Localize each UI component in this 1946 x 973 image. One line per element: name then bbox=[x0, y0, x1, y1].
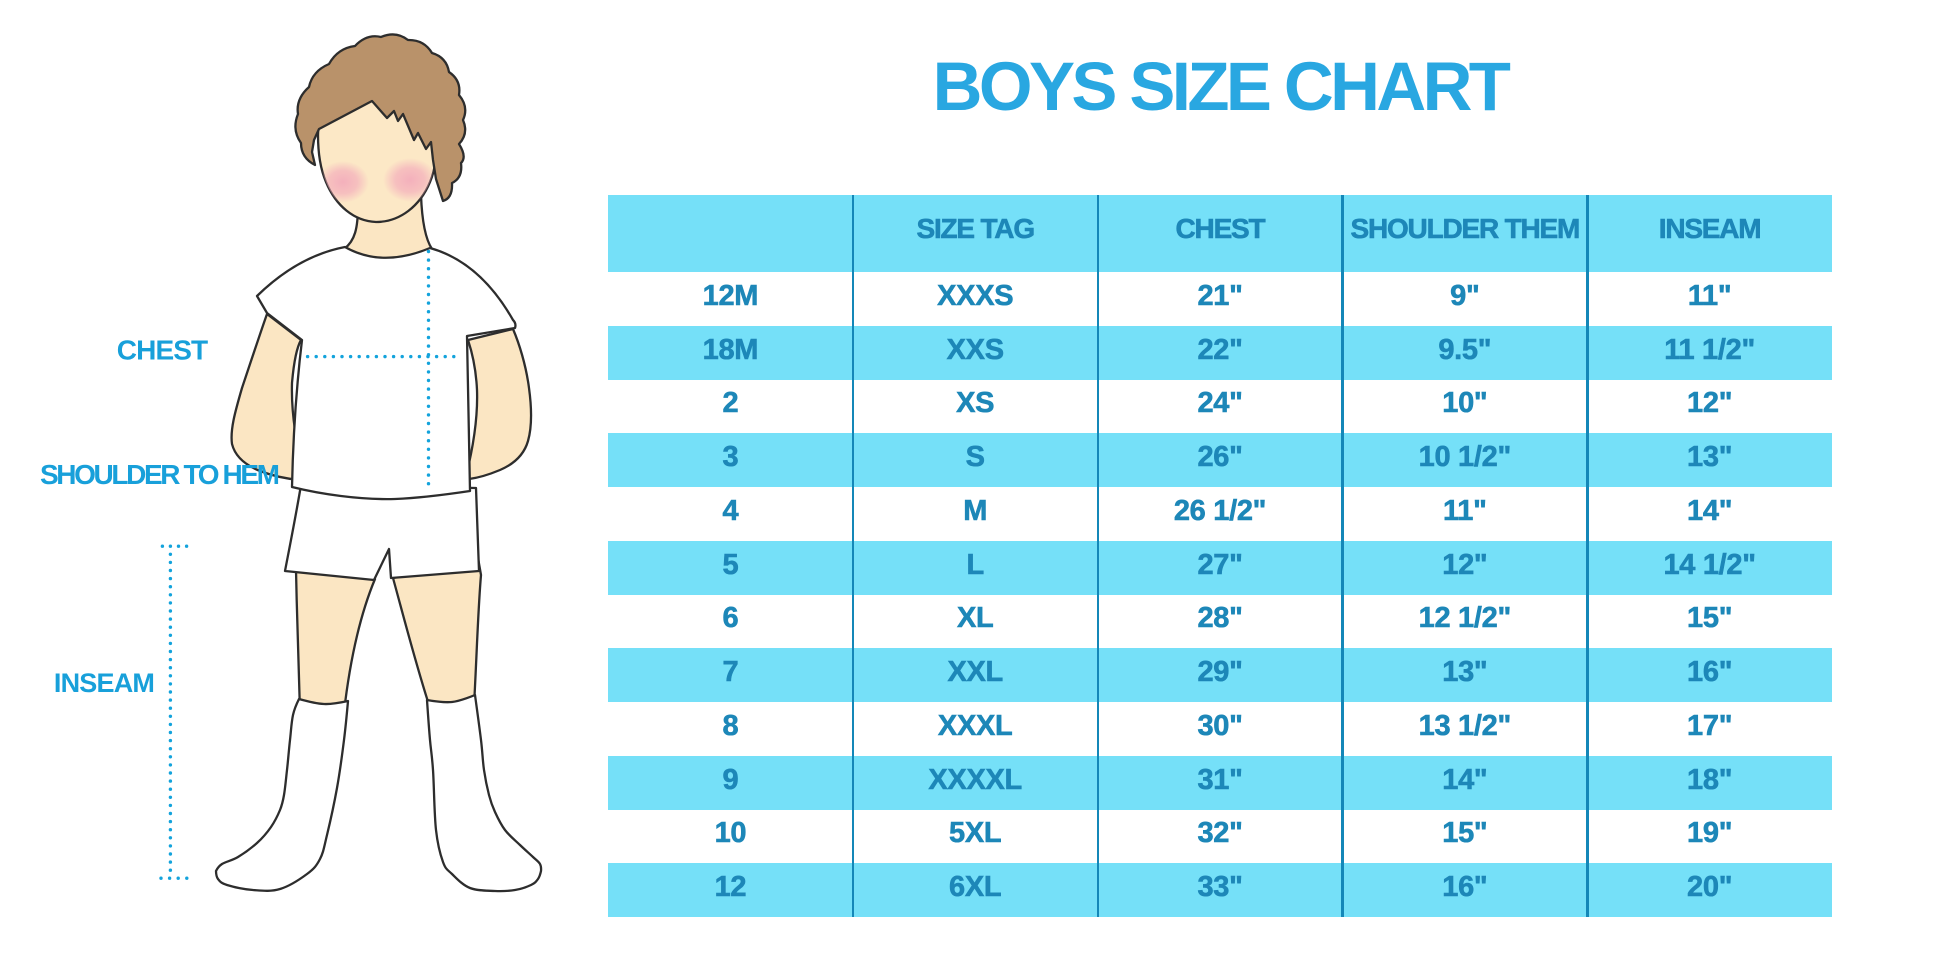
svg-text:CHEST: CHEST bbox=[117, 335, 208, 366]
svg-text:SHOULDER TO HEM: SHOULDER TO HEM bbox=[40, 459, 280, 490]
svg-text:INSEAM: INSEAM bbox=[54, 668, 154, 698]
